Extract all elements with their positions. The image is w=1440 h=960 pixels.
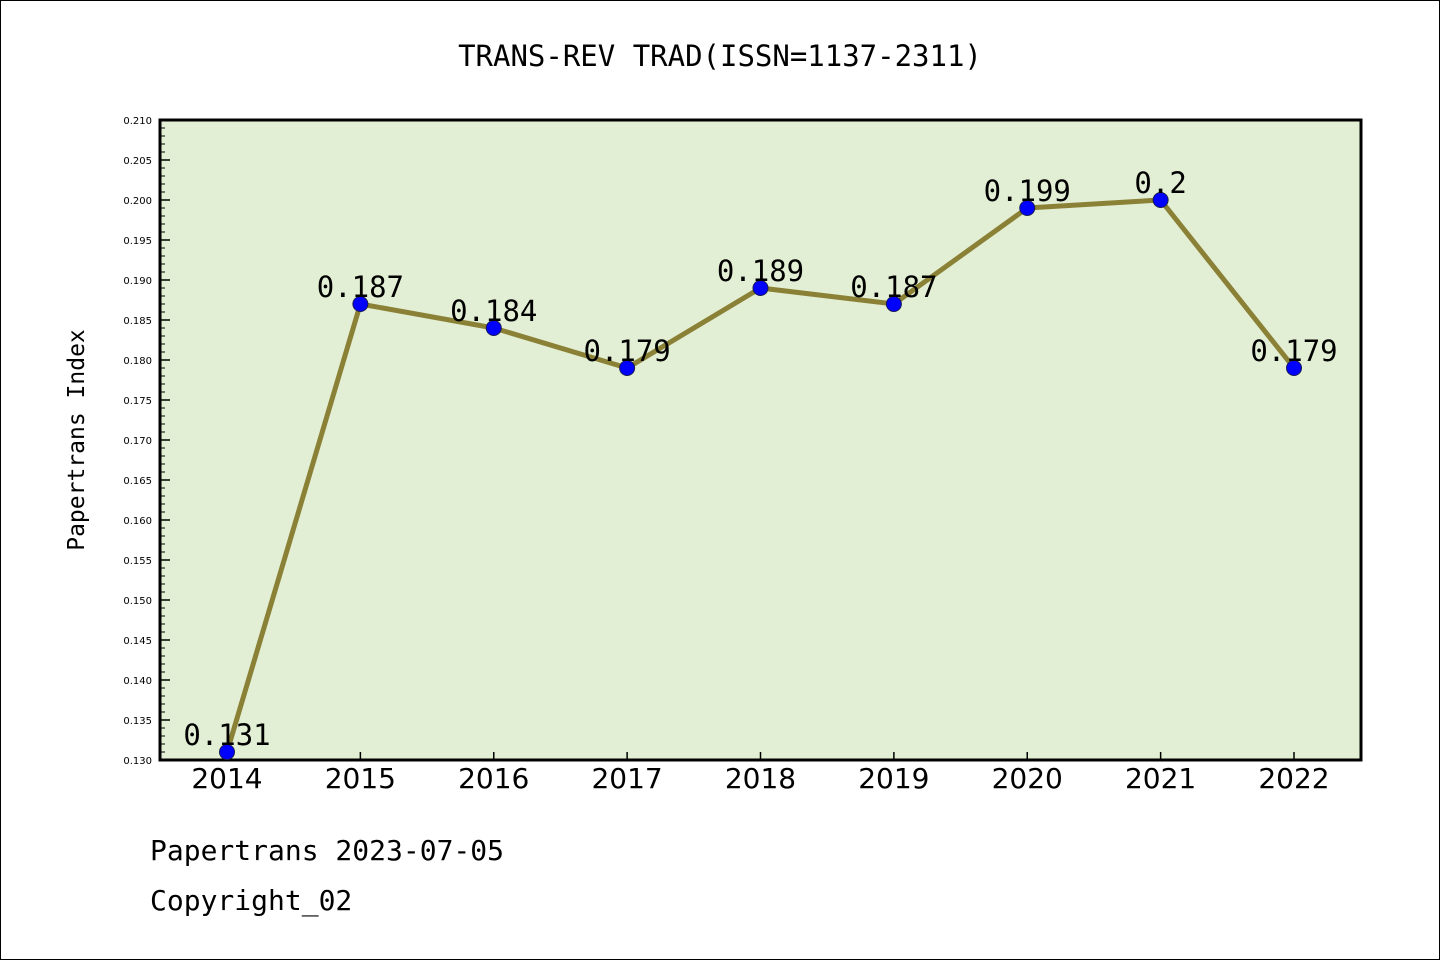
x-axis-tick-labels: 2014 2015 2016 2017 2018 2019 2020 2021 2022 bbox=[191, 762, 1329, 795]
x-tick-label: 2017 bbox=[591, 762, 662, 795]
data-point bbox=[485, 320, 502, 336]
x-tick-label: 2018 bbox=[725, 762, 796, 795]
data-label: 0.199 bbox=[984, 174, 1071, 208]
y-tick-label: 0.175 bbox=[123, 396, 152, 407]
x-tick-label: 2021 bbox=[1125, 762, 1196, 795]
data-point bbox=[1019, 200, 1036, 216]
data-label: 0.179 bbox=[1250, 334, 1337, 368]
y-tick-label: 0.195 bbox=[123, 236, 152, 247]
y-tick-label: 0.180 bbox=[123, 356, 152, 367]
y-tick-label: 0.210 bbox=[123, 116, 152, 127]
y-tick-label: 0.140 bbox=[123, 676, 152, 687]
data-label: 0.187 bbox=[850, 270, 937, 304]
footer-date-text: Papertrans 2023-07-05 bbox=[150, 834, 505, 867]
x-tick-label: 2022 bbox=[1258, 762, 1329, 795]
data-label: 0.131 bbox=[183, 718, 270, 752]
data-point bbox=[1286, 360, 1302, 376]
x-tick-label: 2015 bbox=[325, 762, 396, 795]
y-tick-label: 0.160 bbox=[123, 516, 152, 527]
x-tick-label: 2016 bbox=[458, 762, 529, 795]
y-axis-tick-labels: 0.130 0.135 0.140 0.145 0.150 0.155 0.160 0.165… bbox=[123, 116, 152, 767]
plot-area bbox=[158, 118, 1363, 762]
y-tick-label: 0.165 bbox=[123, 476, 152, 487]
y-axis-ticks bbox=[160, 119, 170, 761]
y-tick-label: 0.150 bbox=[123, 596, 152, 607]
data-point bbox=[885, 296, 902, 312]
y-tick-label: 0.190 bbox=[123, 276, 152, 287]
data-label: 0.2 bbox=[1134, 166, 1186, 200]
y-tick-label: 0.185 bbox=[123, 316, 152, 327]
x-tick-label: 2014 bbox=[191, 762, 262, 795]
data-point bbox=[352, 296, 369, 312]
data-point bbox=[1152, 192, 1169, 208]
y-axis-label: Papertrans Index bbox=[64, 329, 90, 551]
series-group bbox=[219, 192, 1302, 760]
data-point bbox=[219, 744, 235, 760]
y-tick-label: 0.130 bbox=[123, 756, 152, 767]
y-tick-label: 0.135 bbox=[123, 716, 152, 727]
data-label: 0.179 bbox=[583, 334, 670, 368]
y-tick-label: 0.200 bbox=[123, 196, 152, 207]
chart-title: TRANS-REV TRAD(ISSN=1137-2311) bbox=[458, 39, 982, 73]
x-tick-label: 2019 bbox=[858, 762, 929, 795]
data-labels: 0.131 0.187 0.184 0.179 0.189 0.187 0.199 0.2 0.… bbox=[183, 166, 1337, 752]
data-point bbox=[619, 360, 636, 376]
data-label: 0.187 bbox=[317, 270, 404, 304]
data-label: 0.189 bbox=[717, 254, 804, 288]
y-tick-label: 0.170 bbox=[123, 436, 152, 447]
y-tick-label: 0.145 bbox=[123, 636, 152, 647]
y-tick-label: 0.205 bbox=[123, 156, 152, 167]
x-tick-label: 2020 bbox=[992, 762, 1063, 795]
data-point bbox=[752, 280, 769, 296]
y-tick-label: 0.155 bbox=[123, 556, 152, 567]
footer-copyright-text: Copyright_02 bbox=[150, 884, 353, 917]
data-label: 0.184 bbox=[450, 294, 537, 328]
